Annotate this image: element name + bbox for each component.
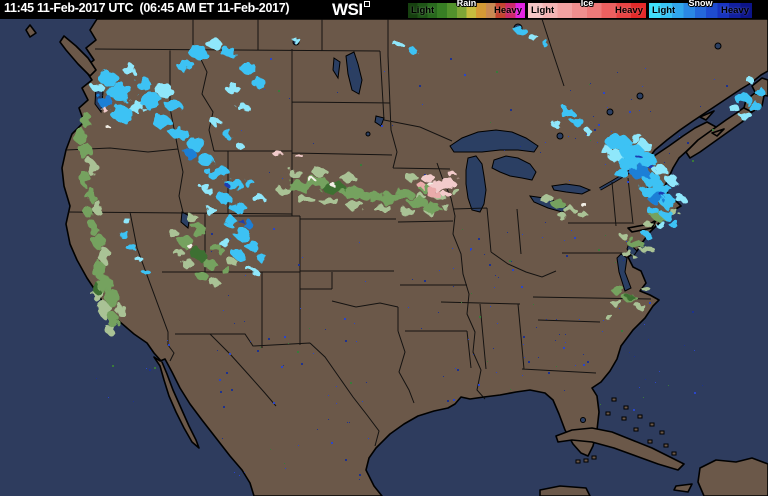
legend-snow-heavy-label: Heavy	[721, 5, 749, 16]
lake-winnipeg	[345, 51, 363, 95]
legend-ice-gradient-bar	[528, 3, 646, 18]
haida-gwaii	[25, 24, 37, 38]
lake-superior	[449, 129, 539, 153]
legend-rain-heavy-label: Heavy	[494, 5, 522, 16]
vancouver-island	[59, 35, 97, 77]
legend-snow-gradient-bar	[649, 3, 752, 18]
legend-rain-gradient-bar	[408, 3, 525, 18]
lake-huron	[491, 155, 537, 181]
anticosti	[699, 110, 715, 121]
precipitation-layer	[75, 26, 765, 335]
lake-okeechobee	[580, 417, 586, 423]
legend-snow: Snow Light Heavy	[649, 0, 752, 19]
cuba	[555, 427, 685, 471]
landmass	[25, 19, 768, 496]
great-lakes	[94, 23, 722, 423]
jamaica	[673, 483, 693, 493]
lake-ontario	[551, 183, 592, 195]
legend-rain-title: Rain	[456, 0, 477, 8]
legend-rain-light-label: Light	[411, 5, 435, 16]
legend-rain: Rain Light Heavy	[408, 0, 525, 19]
legend-snow-light-label: Light	[652, 5, 676, 16]
legend-ice-title: Ice	[580, 0, 594, 8]
legend-ice-light-label: Light	[531, 5, 555, 16]
legend-ice-heavy-label: Heavy	[615, 5, 643, 16]
legend-snow-title: Snow	[688, 0, 713, 8]
state-borders	[65, 19, 652, 447]
legend-ice: Ice Light Heavy	[528, 0, 646, 19]
pei	[711, 128, 725, 137]
small-islands	[575, 397, 677, 464]
timestamp-label: 11:45 11-Feb-2017 UTC (06:45 AM ET 11-Fe…	[4, 1, 290, 15]
lake-winnipegosis	[332, 57, 341, 80]
wsi-logo: WSI	[332, 0, 370, 20]
yucatan	[539, 485, 591, 496]
degree-mark-icon	[363, 1, 370, 7]
hispaniola	[697, 457, 768, 496]
title-bar: 11:45 11-Feb-2017 UTC (06:45 AM ET 11-Fe…	[0, 0, 768, 19]
chesapeake-bay	[616, 253, 632, 292]
radar-map-canvas	[0, 19, 768, 496]
